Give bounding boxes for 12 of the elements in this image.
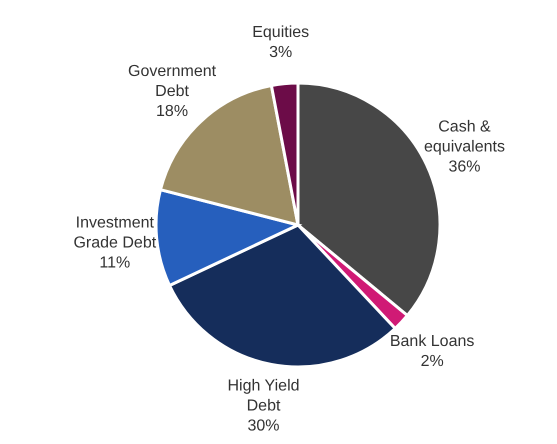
slice-label: High Yield Debt bbox=[228, 377, 300, 414]
slice-label: Bank Loans bbox=[390, 332, 474, 350]
slice-label: Cash & equivalents bbox=[424, 118, 505, 156]
data-label: 18% bbox=[156, 102, 188, 120]
data-label: 3% bbox=[269, 43, 292, 60]
data-label: 2% bbox=[420, 352, 444, 370]
data-label: 11% bbox=[99, 254, 130, 271]
slice-label: Equities bbox=[252, 23, 310, 40]
slice-label: Government Debt bbox=[128, 62, 217, 100]
data-label: 36% bbox=[448, 158, 481, 176]
data-label: 30% bbox=[248, 417, 280, 434]
slice-label: Investment Grade Debt bbox=[73, 214, 157, 251]
